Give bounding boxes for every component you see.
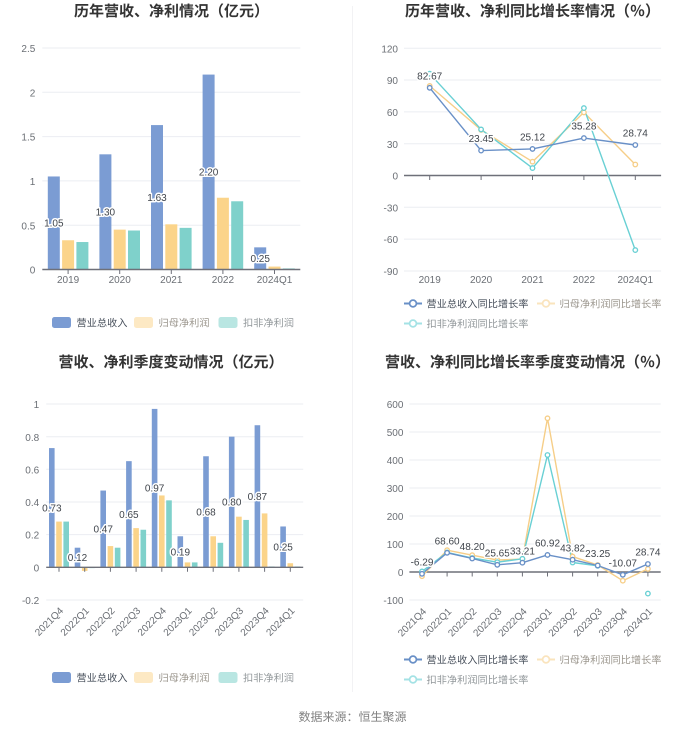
svg-text:0: 0 [30, 266, 36, 277]
svg-text:0.73: 0.73 [42, 503, 62, 514]
svg-text:1.5: 1.5 [21, 133, 35, 144]
svg-text:-10.07: -10.07 [609, 558, 638, 569]
svg-text:1: 1 [30, 177, 36, 188]
svg-text:300: 300 [387, 484, 404, 495]
svg-text:2022: 2022 [212, 275, 235, 286]
svg-text:0.2: 0.2 [25, 531, 39, 542]
svg-text:1.30: 1.30 [96, 208, 116, 219]
svg-text:0.4: 0.4 [25, 498, 39, 509]
svg-text:2.5: 2.5 [21, 44, 35, 55]
svg-text:0.97: 0.97 [145, 484, 165, 495]
svg-text:200: 200 [387, 512, 404, 523]
svg-text:35.28: 35.28 [571, 122, 596, 133]
svg-text:33.21: 33.21 [510, 546, 535, 557]
svg-text:-100: -100 [383, 596, 403, 607]
svg-text:1.05: 1.05 [44, 219, 64, 230]
svg-text:0.8: 0.8 [25, 433, 39, 444]
svg-text:23.45: 23.45 [469, 134, 494, 145]
svg-text:0: 0 [392, 172, 398, 183]
svg-text:30: 30 [387, 140, 399, 151]
svg-text:2024Q1: 2024Q1 [257, 275, 293, 286]
svg-text:0.19: 0.19 [171, 547, 191, 558]
svg-text:2024Q1: 2024Q1 [622, 606, 655, 639]
svg-text:0: 0 [398, 568, 404, 579]
svg-text:82.67: 82.67 [417, 71, 442, 82]
svg-text:0.80: 0.80 [222, 498, 242, 509]
svg-text:60.92: 60.92 [535, 539, 560, 550]
svg-text:2020: 2020 [470, 275, 493, 286]
svg-text:1.63: 1.63 [147, 193, 167, 204]
svg-text:0.12: 0.12 [68, 553, 88, 564]
svg-text:2019: 2019 [419, 275, 442, 286]
svg-text:48.20: 48.20 [460, 542, 485, 553]
svg-text:25.12: 25.12 [520, 133, 545, 144]
svg-text:2019: 2019 [57, 275, 80, 286]
svg-text:2024Q1: 2024Q1 [618, 275, 654, 286]
svg-text:60: 60 [387, 108, 399, 119]
svg-text:28.74: 28.74 [623, 129, 648, 140]
svg-text:2022: 2022 [573, 275, 596, 286]
svg-text:0.25: 0.25 [273, 543, 293, 554]
svg-text:0.87: 0.87 [248, 492, 268, 503]
svg-text:2021: 2021 [521, 275, 544, 286]
svg-text:43.82: 43.82 [560, 543, 585, 554]
svg-text:25.65: 25.65 [485, 548, 510, 559]
svg-text:0: 0 [34, 563, 40, 574]
svg-text:0.25: 0.25 [250, 254, 270, 265]
svg-text:2020: 2020 [109, 275, 132, 286]
svg-text:0.68: 0.68 [196, 507, 216, 518]
svg-text:-90: -90 [384, 267, 399, 278]
svg-text:-6.29: -6.29 [411, 557, 434, 568]
svg-text:2024Q1: 2024Q1 [264, 605, 297, 638]
svg-text:400: 400 [387, 456, 404, 467]
svg-text:-30: -30 [384, 203, 399, 214]
svg-text:68.60: 68.60 [435, 536, 460, 547]
svg-text:100: 100 [387, 540, 404, 551]
svg-text:0.47: 0.47 [93, 525, 113, 536]
svg-text:23.25: 23.25 [585, 549, 610, 560]
svg-text:600: 600 [387, 400, 404, 411]
svg-text:28.74: 28.74 [635, 548, 660, 559]
svg-text:1: 1 [34, 400, 40, 411]
svg-text:2021: 2021 [160, 275, 183, 286]
svg-text:90: 90 [387, 76, 399, 87]
svg-text:-0.2: -0.2 [22, 596, 40, 607]
svg-text:-60: -60 [384, 235, 399, 246]
svg-text:0.6: 0.6 [25, 465, 39, 476]
svg-text:2.20: 2.20 [199, 168, 219, 179]
svg-text:2: 2 [30, 88, 36, 99]
svg-text:120: 120 [381, 44, 398, 55]
svg-text:0.65: 0.65 [119, 510, 139, 521]
svg-text:0.5: 0.5 [21, 221, 35, 232]
svg-text:500: 500 [387, 428, 404, 439]
